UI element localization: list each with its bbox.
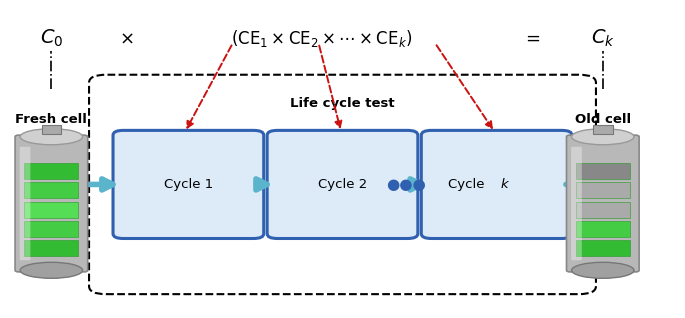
FancyBboxPatch shape xyxy=(421,130,572,238)
Text: Cycle: Cycle xyxy=(448,178,488,191)
Ellipse shape xyxy=(20,262,83,278)
Bar xyxy=(576,202,630,218)
Bar xyxy=(576,240,630,256)
Bar xyxy=(593,125,612,134)
Bar xyxy=(25,182,78,198)
Text: $k$: $k$ xyxy=(500,177,510,191)
FancyBboxPatch shape xyxy=(20,147,30,260)
Text: $C_0$: $C_0$ xyxy=(40,28,63,49)
FancyBboxPatch shape xyxy=(113,130,264,238)
Ellipse shape xyxy=(20,129,83,145)
Bar xyxy=(576,163,630,179)
Text: $C_k$: $C_k$ xyxy=(591,28,614,49)
Text: ●●●: ●●● xyxy=(386,177,425,192)
Text: Life cycle test: Life cycle test xyxy=(290,97,395,110)
Text: Old cell: Old cell xyxy=(575,113,631,126)
Bar xyxy=(576,182,630,198)
FancyBboxPatch shape xyxy=(566,135,639,272)
Bar xyxy=(25,240,78,256)
Ellipse shape xyxy=(571,262,634,278)
Bar xyxy=(25,202,78,218)
Text: Cycle 1: Cycle 1 xyxy=(164,178,213,191)
Text: Fresh cell: Fresh cell xyxy=(16,113,87,126)
Bar xyxy=(42,125,61,134)
Bar xyxy=(25,163,78,179)
FancyBboxPatch shape xyxy=(267,130,418,238)
Text: $=$: $=$ xyxy=(521,29,540,47)
Text: $(\mathrm{CE}_1\times\mathrm{CE}_2\times\cdots\times\mathrm{CE}_k)$: $(\mathrm{CE}_1\times\mathrm{CE}_2\times… xyxy=(232,28,412,49)
Bar xyxy=(25,221,78,237)
FancyBboxPatch shape xyxy=(15,135,88,272)
Bar xyxy=(576,221,630,237)
FancyBboxPatch shape xyxy=(571,147,582,260)
Text: $\times$: $\times$ xyxy=(119,29,134,47)
Text: Cycle 2: Cycle 2 xyxy=(318,178,367,191)
Ellipse shape xyxy=(571,129,634,145)
